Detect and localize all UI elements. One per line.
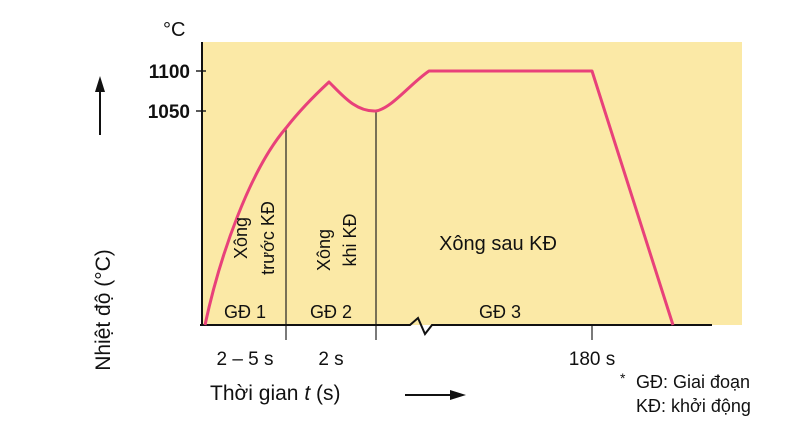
phase1-line1: Xông xyxy=(231,217,251,259)
xtick-label-1: 2 – 5 s xyxy=(216,349,273,370)
y-arrow-head xyxy=(95,76,105,92)
y-unit-label: °C xyxy=(163,19,185,41)
ytick-label-1100: 1100 xyxy=(149,62,190,83)
temperature-curve xyxy=(203,69,675,326)
phase2-line2: khi KĐ xyxy=(340,213,360,266)
phase1-line2: trước KĐ xyxy=(258,201,278,275)
x-axis-label-suffix: (s) xyxy=(310,382,340,405)
x-axis-label-var: t xyxy=(304,382,311,405)
legend-note-1: GĐ: Giai đoạn xyxy=(636,372,750,392)
xtick-label-2: 2 s xyxy=(318,349,343,370)
y-axis-title: Nhiệt độ (°C) xyxy=(92,249,115,371)
plot-area xyxy=(202,42,742,325)
phase2-line1: Xông xyxy=(314,229,334,271)
x-axis-label-prefix: Thời gian xyxy=(210,382,304,405)
ytick-label-1050: 1050 xyxy=(148,102,190,123)
x-axis xyxy=(200,316,712,336)
xtick-label-3: 180 s xyxy=(569,349,615,370)
legend-note-2: KĐ: khởi động xyxy=(636,396,751,416)
stage-label-2: GĐ 2 xyxy=(310,302,352,322)
x-axis-label: Thời gian t (s) xyxy=(210,382,341,405)
stage-label-3: GĐ 3 xyxy=(479,302,521,322)
stage-label-1: GĐ 1 xyxy=(224,302,266,322)
x-arrow-head xyxy=(450,390,466,400)
legend-note-marker: * xyxy=(620,370,626,386)
phase3-label: Xông sau KĐ xyxy=(439,233,557,255)
y-axis-label: Nhiệt độ (°C) xyxy=(92,249,115,371)
